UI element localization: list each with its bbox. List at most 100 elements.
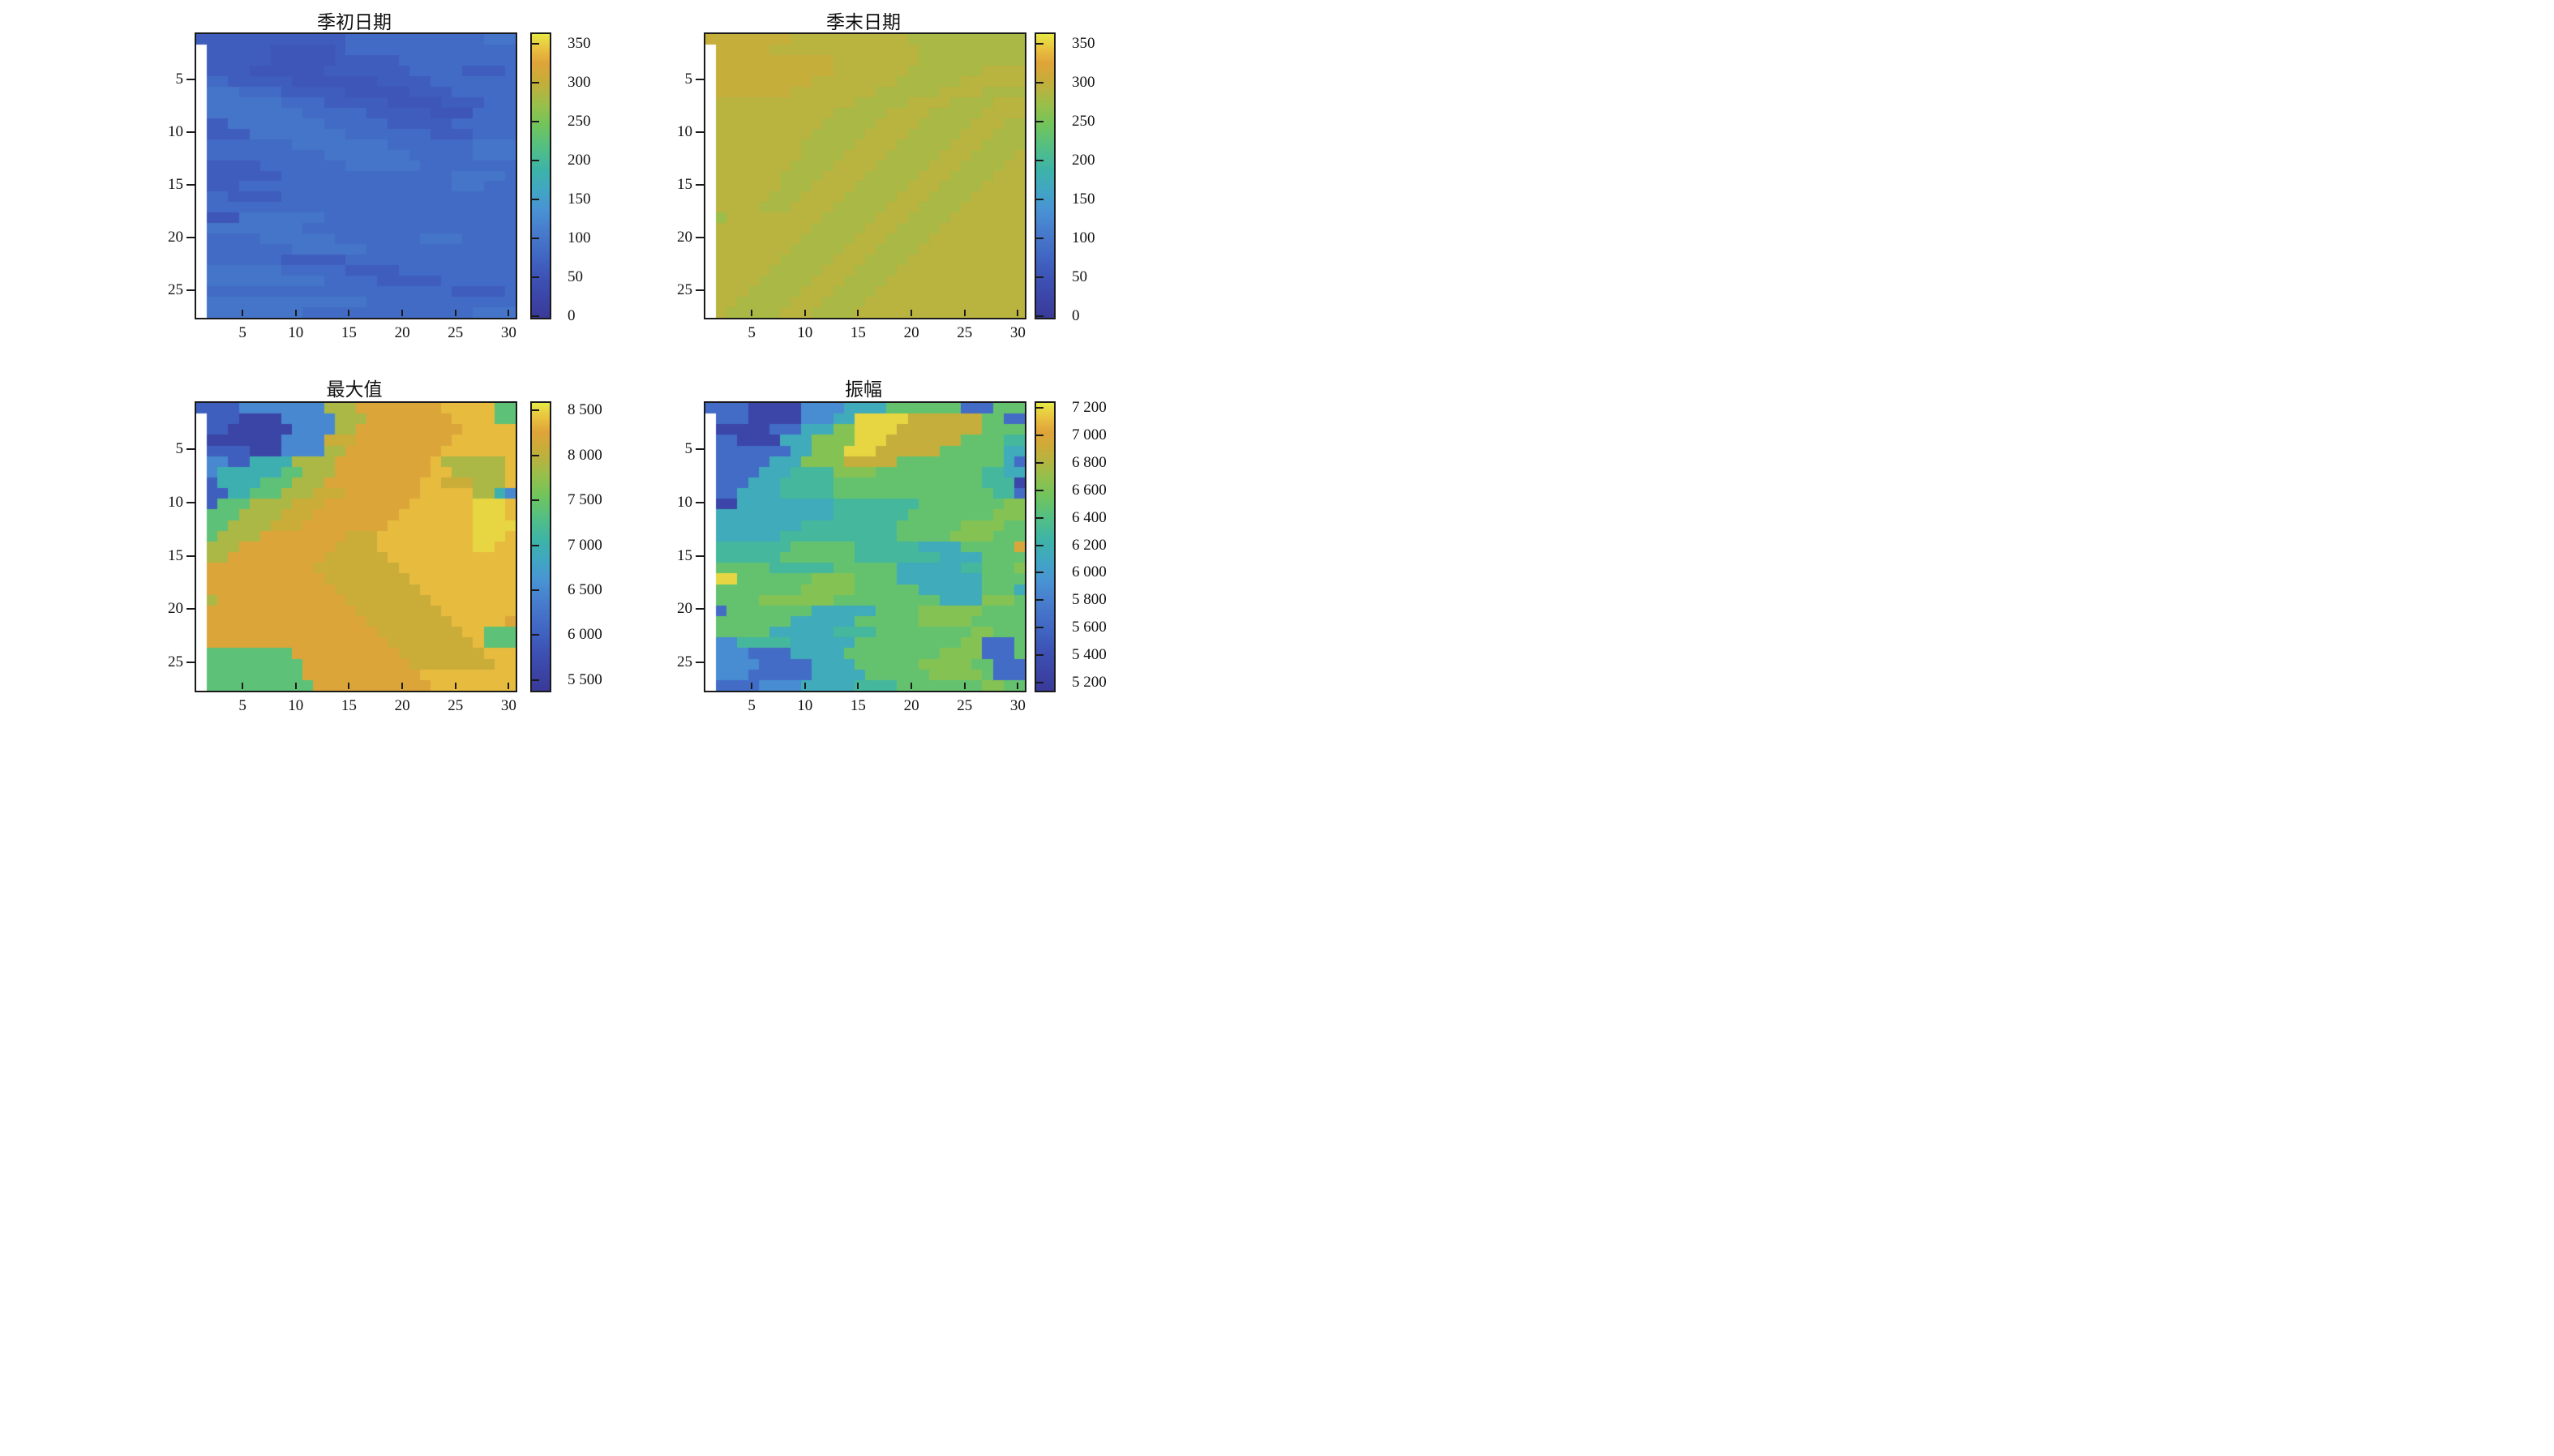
- y-tick-mark: [186, 555, 195, 557]
- x-tick-mark: [294, 683, 297, 689]
- colorbar-tick-label: 50: [568, 268, 583, 286]
- colorbar-tick-label: 0: [1072, 307, 1080, 324]
- colorbar-tick-label: 350: [568, 35, 591, 53]
- colorbar-tick-mark: [1036, 82, 1043, 84]
- x-tick-mark: [508, 310, 510, 316]
- colorbar-tick-mark: [532, 199, 539, 201]
- x-tick-mark: [963, 310, 966, 316]
- x-tick-label: 10: [288, 324, 304, 341]
- colorbar-tick-mark: [532, 679, 539, 681]
- y-tick-mark: [186, 289, 195, 291]
- colorbar-tick-mark: [1036, 315, 1043, 317]
- x-tick-label: 25: [957, 324, 973, 341]
- heatmap-canvas: [705, 34, 1025, 318]
- colorbar-tick-mark: [532, 409, 539, 412]
- colorbar-tick-label: 6 000: [568, 626, 602, 644]
- y-tick-mark: [186, 131, 195, 134]
- colorbar-canvas: [1036, 34, 1054, 318]
- heatmap-season-start: [195, 32, 517, 319]
- colorbar-tick-label: 6 600: [1072, 481, 1107, 499]
- colorbar-tick-mark: [1036, 572, 1043, 574]
- colorbar-tick-mark: [532, 454, 539, 456]
- y-tick-label: 10: [677, 123, 692, 141]
- heatmap-maximum: [195, 401, 517, 692]
- y-tick-label: 5: [175, 71, 184, 88]
- x-tick-label: 5: [748, 697, 756, 714]
- colorbar-tick-mark: [1036, 489, 1043, 491]
- x-tick-mark: [294, 310, 297, 316]
- colorbar-tick-label: 8 000: [568, 446, 602, 464]
- y-tick-mark: [696, 183, 704, 186]
- x-tick-label: 5: [238, 324, 246, 341]
- heatmap-canvas: [196, 34, 516, 318]
- colorbar-tick-label: 6 200: [1072, 536, 1107, 554]
- x-tick-label: 20: [394, 697, 410, 714]
- y-tick-label: 5: [684, 440, 693, 458]
- colorbar-tick-label: 300: [568, 74, 591, 92]
- colorbar-tick-label: 6 500: [568, 580, 602, 598]
- colorbar-tick-mark: [1036, 160, 1043, 162]
- colorbar-canvas: [532, 34, 550, 318]
- x-tick-label: 30: [500, 697, 516, 714]
- y-tick-label: 25: [168, 653, 183, 671]
- colorbar-tick-label: 250: [568, 113, 591, 131]
- x-tick-label: 30: [500, 324, 516, 341]
- y-tick-label: 20: [168, 600, 183, 618]
- x-tick-label: 5: [748, 324, 756, 341]
- x-tick-mark: [348, 683, 350, 689]
- colorbar-tick-mark: [532, 276, 539, 279]
- x-tick-mark: [963, 683, 966, 689]
- y-tick-mark: [696, 289, 704, 291]
- y-tick-mark: [186, 236, 195, 238]
- colorbar-tick-label: 7 000: [1072, 426, 1107, 444]
- colorbar-tick-label: 5 500: [568, 670, 602, 688]
- y-tick-mark: [696, 555, 704, 557]
- x-tick-mark: [454, 310, 456, 316]
- x-tick-label: 15: [341, 324, 357, 341]
- panel-title-season-start: 季初日期: [317, 12, 392, 32]
- colorbar-tick-mark: [532, 121, 539, 123]
- colorbar-tick-mark: [1036, 276, 1043, 279]
- y-tick-label: 20: [168, 228, 183, 246]
- colorbar-tick-label: 300: [1072, 74, 1095, 92]
- y-tick-label: 25: [677, 280, 692, 298]
- colorbar-tick-label: 6 800: [1072, 454, 1107, 472]
- colorbar-tick-mark: [532, 43, 539, 45]
- colorbar-tick-mark: [1036, 435, 1043, 437]
- x-tick-label: 20: [394, 324, 410, 341]
- x-tick-label: 20: [903, 697, 919, 714]
- y-tick-label: 10: [677, 493, 692, 511]
- colorbar-tick-mark: [1036, 462, 1043, 465]
- x-tick-label: 25: [448, 697, 464, 714]
- y-tick-mark: [696, 662, 704, 664]
- panel-title-amplitude: 振幅: [845, 379, 882, 400]
- y-tick-label: 25: [677, 653, 692, 671]
- y-tick-mark: [696, 236, 704, 238]
- panel-title-maximum: 最大值: [326, 379, 383, 400]
- colorbar-season-start: [530, 32, 551, 319]
- x-tick-mark: [911, 683, 913, 689]
- x-tick-label: 25: [957, 697, 973, 714]
- x-tick-mark: [751, 310, 753, 316]
- x-tick-mark: [401, 310, 404, 316]
- x-tick-label: 30: [1009, 324, 1026, 341]
- x-tick-label: 10: [797, 324, 813, 341]
- x-tick-mark: [857, 683, 859, 689]
- y-tick-mark: [696, 79, 704, 81]
- y-tick-mark: [186, 662, 195, 664]
- x-tick-label: 15: [850, 324, 866, 341]
- y-tick-label: 5: [175, 440, 184, 458]
- colorbar-tick-label: 100: [1072, 229, 1095, 247]
- x-tick-mark: [1017, 310, 1019, 316]
- x-tick-mark: [803, 310, 806, 316]
- x-tick-mark: [454, 683, 456, 689]
- y-tick-label: 10: [168, 493, 183, 511]
- x-tick-mark: [751, 683, 753, 689]
- y-tick-label: 25: [168, 280, 183, 298]
- panel-title-season-end: 季末日期: [826, 12, 901, 32]
- colorbar-tick-label: 150: [568, 191, 591, 208]
- colorbar-tick-label: 5 800: [1072, 591, 1107, 609]
- colorbar-tick-mark: [1036, 626, 1043, 628]
- y-tick-mark: [186, 79, 195, 81]
- colorbar-tick-label: 7 200: [1072, 399, 1107, 417]
